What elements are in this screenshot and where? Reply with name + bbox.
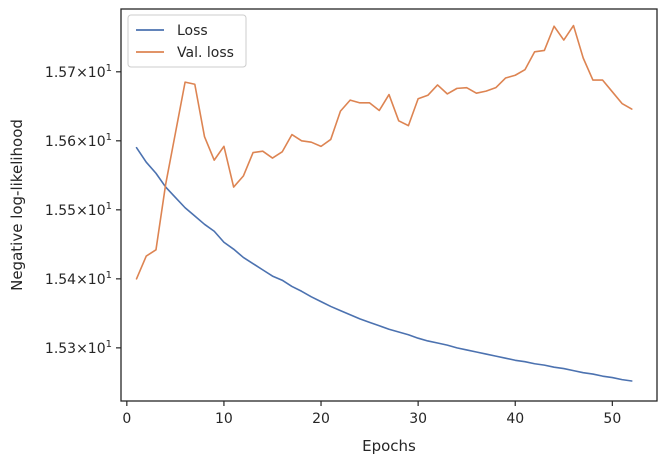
x-tick-label: 0 <box>122 411 131 427</box>
series-line-val-loss <box>135 24 633 280</box>
legend: Loss Val. loss <box>127 14 247 68</box>
y-tick-label: 1.57×101 <box>45 63 112 81</box>
plot-background <box>121 9 657 401</box>
y-tick-label: 1.55×101 <box>45 201 112 219</box>
y-axis: 1.53×101 1.54×101 1.55×101 1.56×101 1.57×101 <box>45 63 121 357</box>
plot-frame <box>120 8 658 402</box>
x-tick-label: 40 <box>506 411 524 427</box>
y-axis-title: Negative log-likelihood <box>8 119 26 291</box>
y-tick-label: 1.56×101 <box>45 132 112 150</box>
y-tick-label: 1.53×101 <box>45 339 112 357</box>
x-tick-label: 30 <box>409 411 427 427</box>
x-axis: 0 10 20 30 40 50 <box>122 401 621 427</box>
legend-box <box>127 14 247 68</box>
legend-label: Loss <box>177 23 208 39</box>
x-tick-label: 50 <box>603 411 621 427</box>
x-tick-label: 10 <box>215 411 233 427</box>
x-axis-title: Epochs <box>362 437 416 455</box>
legend-label: Val. loss <box>177 45 234 61</box>
series-line-loss <box>135 146 633 382</box>
x-tick-label: 20 <box>312 411 330 427</box>
y-tick-label: 1.54×101 <box>45 270 112 288</box>
series-layer <box>135 24 633 382</box>
